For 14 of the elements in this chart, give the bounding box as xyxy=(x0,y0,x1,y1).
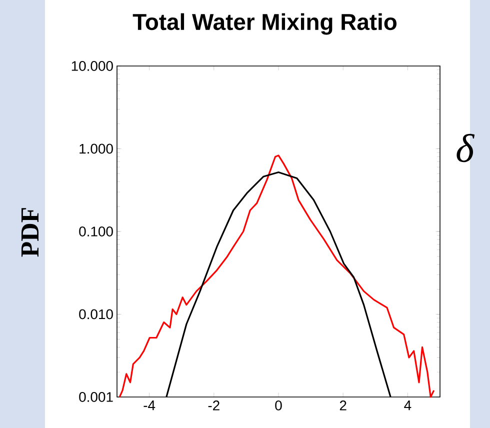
x-tick-label: 4 xyxy=(404,400,412,410)
line-series xyxy=(118,154,435,398)
y-tick-label: 0.010 xyxy=(79,309,113,320)
y-tick-label: 0.100 xyxy=(79,226,113,236)
x-tick-label: 2 xyxy=(340,400,346,410)
x-tick-label: -4 xyxy=(144,400,156,410)
y-tick-label: 1.000 xyxy=(80,144,113,154)
y-axis-title: PDF xyxy=(21,208,39,257)
y-tick-label: 10.000 xyxy=(72,61,113,71)
x-tick-label: 0 xyxy=(275,400,282,410)
y-tick-label: 0.001 xyxy=(79,392,113,402)
chart-title: Total Water Mixing Ratio xyxy=(132,13,397,35)
x-tick-label: -2 xyxy=(208,400,220,410)
text: δ xyxy=(456,134,475,162)
